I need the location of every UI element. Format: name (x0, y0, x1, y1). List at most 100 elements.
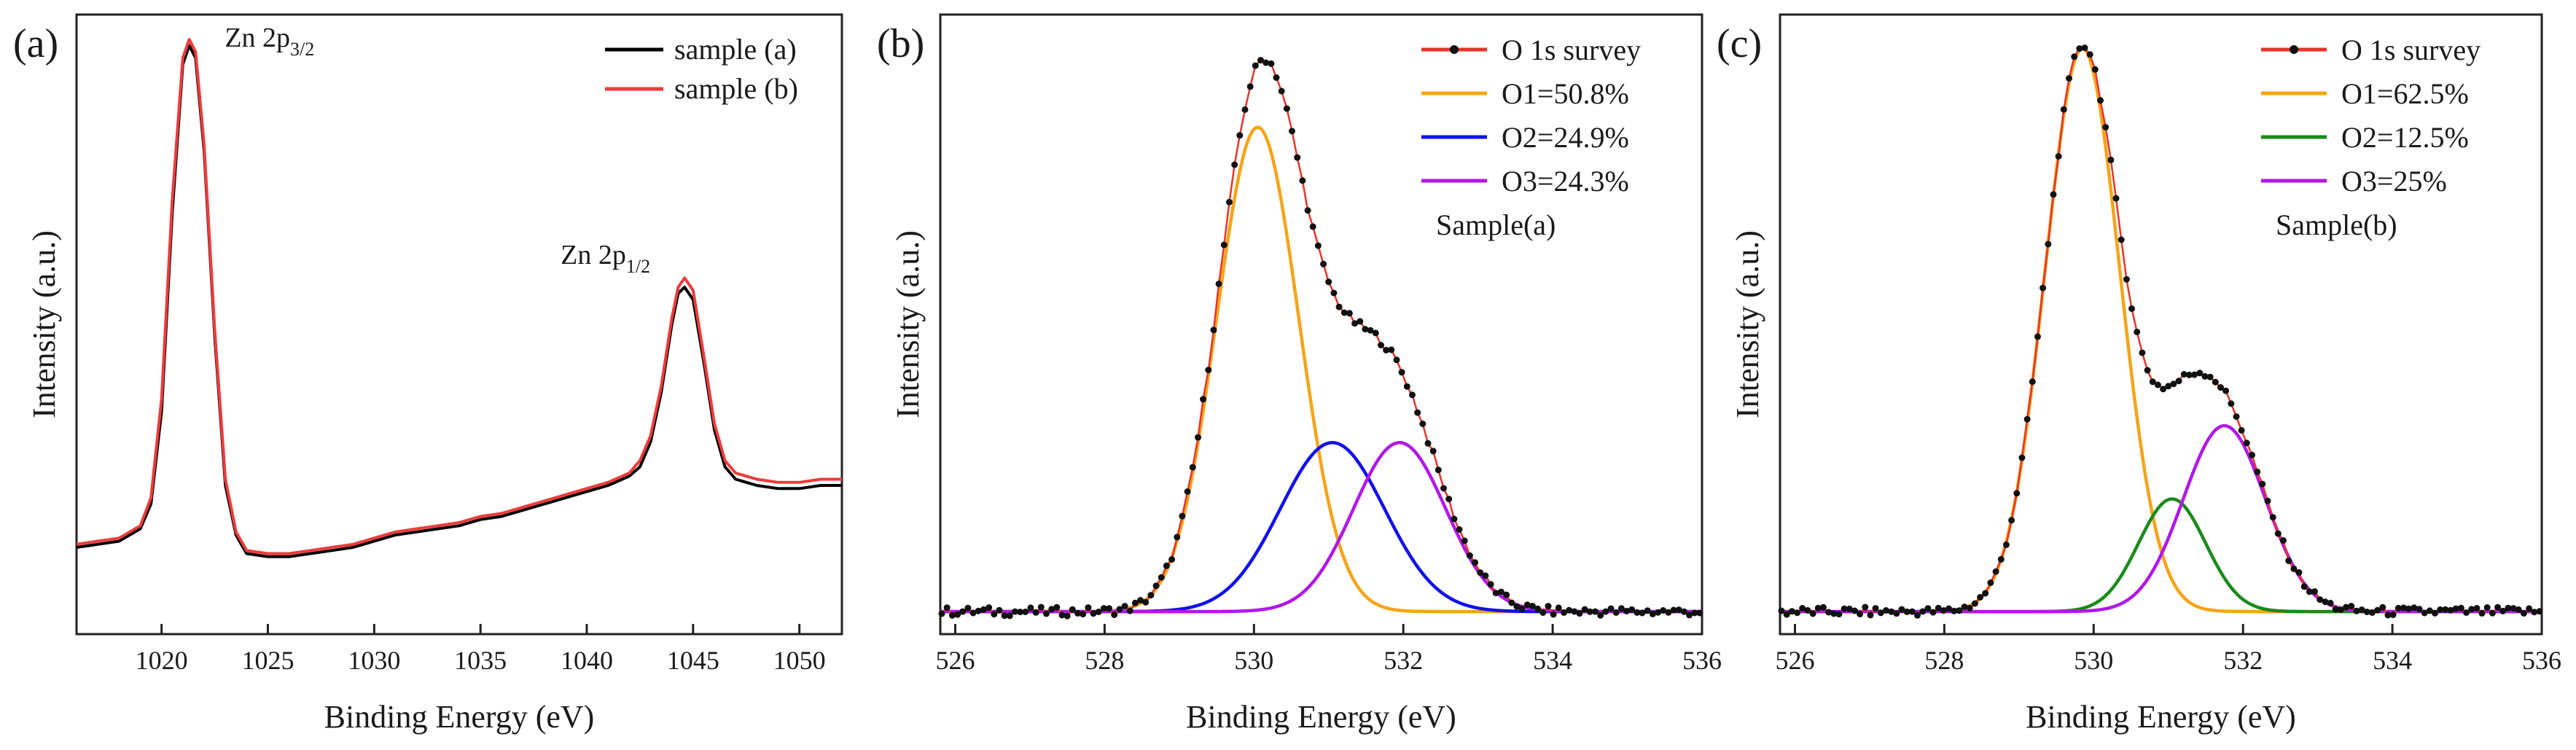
panel-b: 526 528 530 532 534 536 Binding Energy (eV) Int… (877, 13, 1722, 735)
survey-point (2081, 44, 2088, 52)
survey-point (1445, 496, 1453, 503)
survey-point (2222, 387, 2230, 394)
survey-point (948, 612, 956, 619)
survey-point (2348, 603, 2355, 609)
survey-point (2134, 328, 2141, 335)
survey-point (1908, 608, 1916, 615)
survey-point (1131, 599, 1139, 606)
survey-point (1226, 198, 1233, 206)
x-axis-label: Binding Energy (eV) (324, 699, 595, 735)
survey-point (1163, 562, 1170, 569)
survey-point (1518, 605, 1526, 612)
survey-point (1644, 607, 1651, 614)
survey-point (980, 606, 987, 613)
survey-point (1409, 391, 1416, 399)
survey-point (1545, 603, 1552, 610)
survey-point (2536, 608, 2543, 615)
survey-point (1440, 485, 1447, 492)
survey-point (2180, 371, 2187, 378)
survey-point (1809, 610, 1816, 617)
survey-point (1675, 606, 1682, 614)
survey-point (1561, 609, 1567, 616)
legend-entry: sample (b) (674, 72, 798, 105)
survey-point (1857, 611, 1864, 617)
survey-point (1977, 593, 1984, 601)
panel-letter: (a) (13, 21, 58, 66)
survey-point (954, 611, 961, 618)
survey-point (1184, 488, 1191, 495)
survey-point (1576, 610, 1583, 617)
legend-entry: O1=50.8% (1502, 77, 1629, 110)
survey-point (1634, 609, 1641, 616)
survey-point (2306, 588, 2313, 595)
survey-point (1539, 609, 1547, 616)
survey-point (1945, 605, 1952, 612)
survey-point (1357, 318, 1364, 325)
survey-point (1053, 603, 1061, 611)
series-line-sample-b- (76, 38, 842, 555)
survey-point (1867, 612, 1874, 619)
survey-point (1090, 610, 1097, 617)
survey-point (2023, 415, 2031, 423)
survey-point (1174, 534, 1181, 541)
survey-point (2337, 606, 2344, 613)
survey-point (1783, 611, 1790, 618)
survey-point (2290, 565, 2298, 572)
survey-point (1116, 606, 1123, 613)
legend-entry: O2=12.5% (2341, 121, 2469, 154)
legend-entry: O1=62.5% (2341, 77, 2469, 110)
survey-point (2008, 517, 2015, 524)
survey-point (1602, 608, 1609, 615)
survey-point (2149, 378, 2156, 386)
survey-point (1152, 582, 1160, 590)
survey-point (1956, 607, 1963, 614)
survey-point (1414, 409, 1421, 416)
survey-point (1215, 280, 1222, 287)
survey-point (1628, 606, 1636, 613)
survey-point (2489, 609, 2496, 617)
survey-point (1612, 609, 1620, 616)
survey-point (1607, 605, 1615, 612)
component-curve (940, 125, 1703, 614)
survey-point (1205, 367, 1212, 374)
survey-point (991, 611, 998, 618)
survey-point (2478, 609, 2486, 617)
survey-point (2473, 605, 2481, 612)
peak-annotation: Zn 2p3/2 (225, 23, 314, 60)
survey-point (1649, 610, 1656, 617)
survey-point (1472, 559, 1478, 566)
survey-point (2358, 606, 2365, 614)
survey-point (2317, 596, 2324, 603)
survey-point (2379, 603, 2386, 611)
survey-point (1639, 609, 1646, 617)
survey-point (1195, 434, 1201, 441)
survey-point (1883, 607, 1889, 614)
survey-point (2447, 606, 2454, 614)
panel-letter: (c) (1717, 21, 1762, 66)
survey-point (1325, 278, 1332, 286)
survey-point (2160, 386, 2167, 393)
x-tick-label: 528 (1924, 646, 1964, 675)
survey-point (2066, 75, 2072, 82)
survey-point (1919, 608, 1927, 615)
survey-point (1080, 611, 1087, 618)
survey-point (1304, 207, 1311, 214)
legend-marker (1450, 45, 1459, 54)
survey-point (1179, 512, 1186, 520)
x-tick-label: 530 (2074, 646, 2113, 675)
survey-point (1971, 600, 1978, 607)
survey-point (2452, 605, 2459, 612)
survey-point (1586, 608, 1593, 615)
survey-point (1273, 74, 1280, 81)
survey-point (1888, 608, 1895, 615)
survey-point (2457, 604, 2464, 612)
survey-point (2494, 603, 2502, 611)
survey-point (2353, 607, 2360, 614)
survey-point (1523, 601, 1531, 609)
survey-point (1503, 591, 1510, 598)
legend-entry: O3=25% (2341, 165, 2447, 198)
survey-point (1231, 161, 1238, 168)
survey-point (2191, 371, 2198, 378)
survey-point (1032, 609, 1039, 616)
survey-point (1367, 327, 1374, 334)
